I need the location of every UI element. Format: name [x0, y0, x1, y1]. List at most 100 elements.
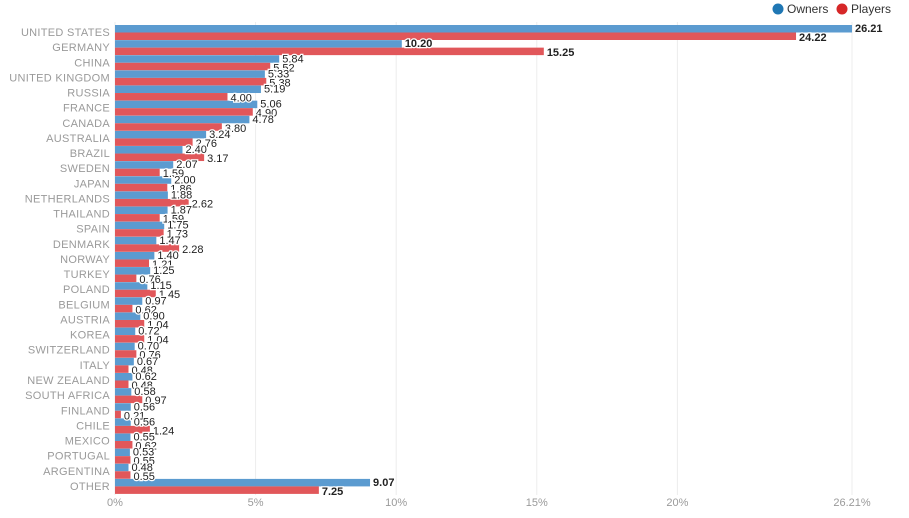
bar-players[interactable]	[115, 198, 189, 207]
value-label-owners: 2.07	[176, 159, 197, 171]
legend-swatch-owners[interactable]	[772, 3, 784, 15]
labels-layer: UNITED STATES 26.21 24.22 GERMANY 10.20 15.25…	[9, 22, 884, 499]
value-label-owners: 5.06	[260, 99, 281, 111]
bar-owners[interactable]	[115, 403, 131, 411]
bar-owners[interactable]	[115, 176, 172, 184]
bar-players[interactable]	[115, 425, 150, 434]
bar-players[interactable]	[115, 259, 150, 267]
bar-players[interactable]	[115, 47, 544, 56]
bar-players[interactable]	[115, 410, 121, 419]
value-label-players: 0.76	[139, 350, 160, 362]
bar-owners[interactable]	[115, 161, 174, 169]
bar-owners[interactable]	[115, 342, 135, 351]
bar-players[interactable]	[115, 441, 133, 449]
bar-players[interactable]	[115, 456, 131, 464]
bar-owners[interactable]	[115, 478, 371, 487]
x-axis: 0% 5% 10% 15% 20% 26.21%	[107, 497, 871, 509]
bar-owners[interactable]	[115, 236, 157, 245]
bar-owners[interactable]	[115, 70, 265, 78]
bar-owners[interactable]	[115, 327, 136, 336]
x-tick-label: 5%	[248, 497, 264, 509]
legend-label-owners[interactable]: Owners	[787, 2, 828, 16]
bar-players[interactable]	[115, 365, 129, 373]
bar-players[interactable]	[115, 62, 271, 71]
bar-players[interactable]	[115, 244, 180, 252]
bar-players[interactable]	[115, 486, 319, 494]
bar-owners[interactable]	[115, 130, 207, 139]
bar-owners[interactable]	[115, 357, 134, 366]
bar-players[interactable]	[115, 93, 228, 101]
value-label-owners: 0.53	[133, 447, 154, 459]
bar-players[interactable]	[115, 319, 145, 328]
bar-owners[interactable]	[115, 267, 151, 275]
value-label-players: 1.21	[152, 259, 173, 271]
value-label-players: 5.38	[269, 77, 290, 89]
bar-owners[interactable]	[115, 433, 131, 442]
value-label-players: 0.76	[139, 274, 160, 286]
value-label-owners: 5.33	[268, 68, 289, 80]
bar-owners[interactable]	[115, 418, 131, 426]
bar-owners[interactable]	[115, 100, 258, 109]
legend-label-players[interactable]: Players	[851, 2, 891, 16]
category-label: AUSTRALIA	[46, 133, 110, 145]
bar-owners[interactable]	[115, 372, 133, 381]
bar-players[interactable]	[115, 395, 143, 404]
bar-owners[interactable]	[115, 206, 168, 215]
bar-players[interactable]	[115, 123, 222, 131]
value-label-owners: 5.19	[264, 84, 285, 96]
bar-players[interactable]	[115, 108, 253, 116]
bar-owners[interactable]	[115, 221, 165, 230]
bar-players[interactable]	[115, 274, 137, 283]
value-label-players: 1.24	[153, 425, 174, 437]
bar-owners[interactable]	[115, 463, 129, 472]
bar-players[interactable]	[115, 138, 193, 146]
bar-players[interactable]	[115, 471, 131, 479]
bar-owners[interactable]	[115, 297, 143, 305]
bar-owners[interactable]	[115, 25, 852, 33]
bar-owners[interactable]	[115, 448, 130, 457]
bar-players[interactable]	[115, 153, 205, 162]
value-label-players: 24.22	[799, 32, 827, 44]
bar-owners[interactable]	[115, 40, 402, 48]
bar-players[interactable]	[115, 350, 137, 358]
category-label: JAPAN	[74, 178, 110, 190]
value-label-players: 0.48	[131, 365, 152, 377]
bar-owners[interactable]	[115, 282, 148, 290]
bar-players[interactable]	[115, 380, 129, 388]
value-label-owners: 0.70	[138, 341, 159, 353]
value-label-owners: 10.20	[405, 38, 433, 50]
bar-owners[interactable]	[115, 312, 141, 320]
value-label-players: 1.04	[147, 319, 168, 331]
bar-owners[interactable]	[115, 146, 183, 154]
bar-owners[interactable]	[115, 55, 280, 63]
value-label-owners: 1.25	[153, 265, 174, 277]
value-label-players: 1.04	[147, 335, 168, 347]
category-label: FRANCE	[63, 103, 110, 115]
bar-players[interactable]	[115, 32, 797, 41]
category-label: UNITED STATES	[21, 27, 110, 39]
bar-players[interactable]	[115, 335, 145, 343]
bar-players[interactable]	[115, 304, 133, 313]
category-label: FINLAND	[61, 405, 110, 417]
bar-players[interactable]	[115, 77, 267, 86]
bar-owners[interactable]	[115, 115, 250, 124]
bar-owners[interactable]	[115, 85, 261, 94]
category-label: CANADA	[62, 118, 110, 130]
bar-players[interactable]	[115, 168, 160, 177]
bar-owners[interactable]	[115, 251, 155, 260]
bar-players[interactable]	[115, 229, 164, 237]
category-label: GERMANY	[52, 42, 110, 54]
value-label-owners: 0.97	[145, 295, 166, 307]
bar-players[interactable]	[115, 214, 160, 222]
value-label-owners: 5.84	[282, 53, 303, 65]
value-label-owners: 0.62	[135, 371, 156, 383]
bar-owners[interactable]	[115, 388, 132, 396]
value-label-players: 3.17	[207, 153, 228, 165]
legend-swatch-players[interactable]	[836, 3, 848, 15]
value-label-owners: 2.00	[174, 174, 195, 186]
bar-owners[interactable]	[115, 191, 168, 199]
bar-players[interactable]	[115, 183, 168, 192]
bar-players[interactable]	[115, 289, 156, 298]
category-label: PORTUGAL	[47, 451, 110, 463]
